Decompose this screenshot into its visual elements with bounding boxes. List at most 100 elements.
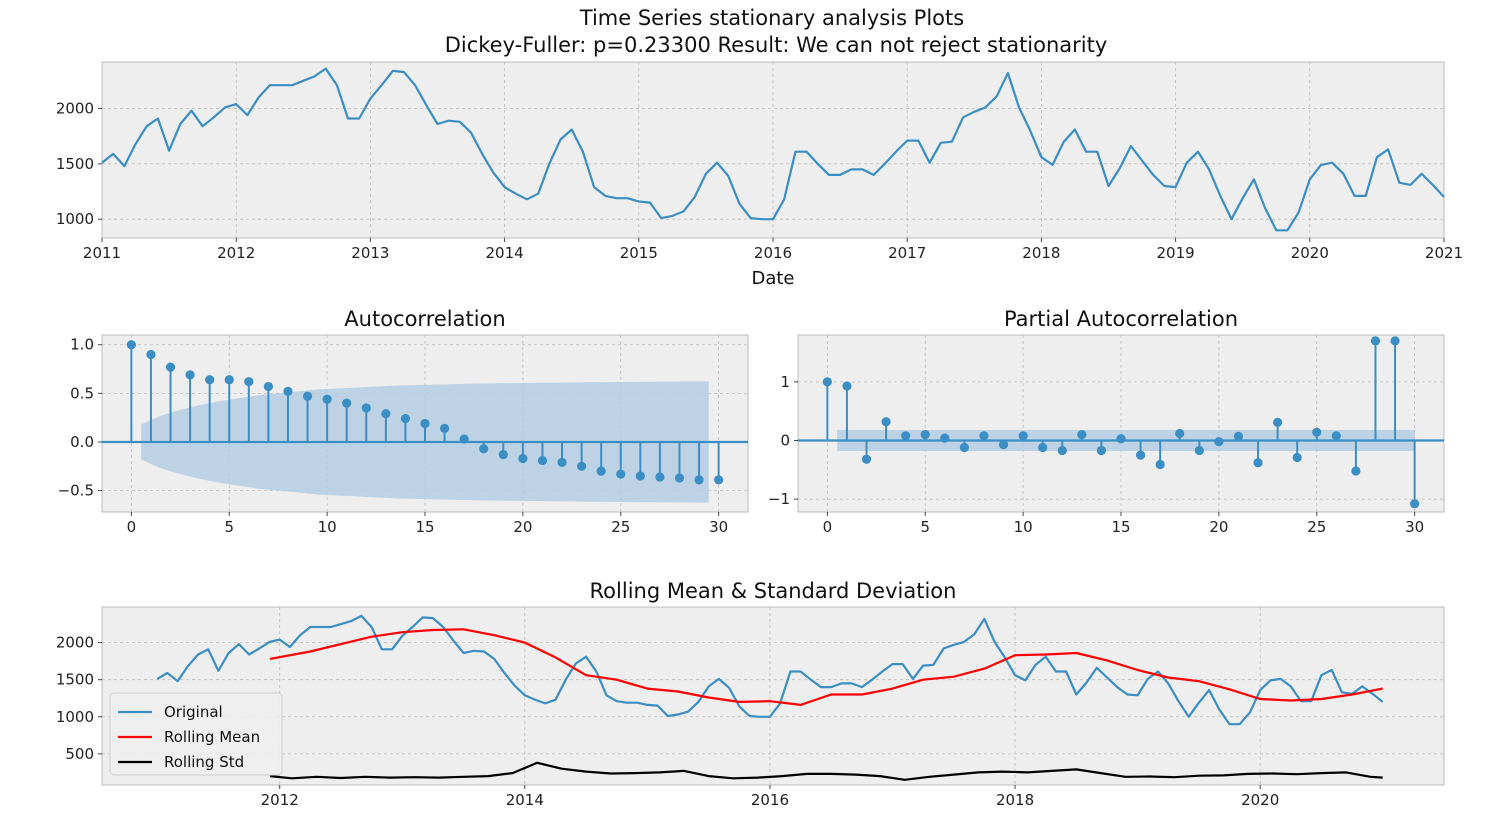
pacf-marker xyxy=(1096,445,1107,456)
pacf-marker xyxy=(901,431,911,441)
pacf-marker xyxy=(1331,431,1341,441)
pacf-marker xyxy=(1155,459,1165,470)
timeseries-ytick-label: 2000 xyxy=(56,99,94,117)
timeseries-ytick-label: 1000 xyxy=(56,210,94,228)
pacf-xtick-label: 25 xyxy=(1307,518,1326,536)
pacf-marker xyxy=(881,417,891,427)
acf-marker xyxy=(714,475,724,485)
rolling-ytick-label: 1500 xyxy=(56,671,94,689)
pacf-marker xyxy=(1057,445,1067,456)
acf-marker xyxy=(439,423,450,433)
pacf-marker xyxy=(979,431,989,441)
acf-xtick-label: 15 xyxy=(415,518,434,536)
rolling-legend: Original Rolling Mean Rolling Std xyxy=(109,692,283,776)
rolling-ytick-label: 500 xyxy=(65,745,94,763)
acf-marker xyxy=(205,375,215,385)
pacf-background xyxy=(797,334,1445,513)
rolling-legend-box xyxy=(109,692,283,776)
acf-marker xyxy=(263,381,273,392)
rolling-mean-line xyxy=(269,628,1383,707)
pacf-marker xyxy=(959,442,969,453)
timeseries-chart: 2011 2012 2013 2014 2015 2016 2017 2018 2019 2020… xyxy=(56,61,1463,289)
rolling-ytick-label: 2000 xyxy=(56,634,94,652)
pacf-xtick-label: 20 xyxy=(1209,518,1228,536)
acf-marker xyxy=(557,457,567,468)
pacf-marker xyxy=(1370,336,1381,346)
pacf-xtick-label: 10 xyxy=(1014,518,1033,536)
acf-marker xyxy=(577,461,587,471)
acf-xtick-label: 5 xyxy=(224,518,234,536)
acf-marker xyxy=(302,391,313,401)
rolling-xtick-label: 2020 xyxy=(1241,791,1279,809)
legend-mean-label: Rolling Mean xyxy=(164,728,260,746)
pacf-ytick-label: 0 xyxy=(780,431,790,449)
pacf-marker xyxy=(1410,499,1420,509)
figure-subtitle: Dickey-Fuller: p=0.23300 Result: We can … xyxy=(445,33,1108,57)
timeseries-grid xyxy=(98,62,1445,242)
acf-marker xyxy=(635,471,645,481)
acf-marker xyxy=(694,475,704,485)
acf-marker xyxy=(185,370,195,380)
rolling-xtick-label: 2018 xyxy=(996,791,1034,809)
pacf-marker xyxy=(1038,442,1048,453)
rolling-background xyxy=(101,606,1445,786)
acf-xtick-label: 10 xyxy=(318,518,337,536)
acf-ytick-label: 0.0 xyxy=(70,433,94,451)
rolling-original-line xyxy=(156,614,1384,726)
acf-marker xyxy=(420,418,430,429)
pacf-marker xyxy=(861,454,872,464)
acf-ytick-label: −0.5 xyxy=(58,482,94,500)
acf-marker xyxy=(674,473,685,483)
acf-marker xyxy=(518,453,528,464)
pacf-marker xyxy=(920,430,930,440)
pacf-marker xyxy=(1135,450,1146,460)
timeseries-xtick-label: 2016 xyxy=(754,244,792,262)
rolling-chart: 2012 2014 2016 2018 2020 500 1000 1500 2000 Rolli… xyxy=(56,579,1445,809)
acf-marker xyxy=(596,466,606,476)
pacf-xtick-label: 30 xyxy=(1405,518,1424,536)
timeseries-xtick-label: 2019 xyxy=(1157,244,1195,262)
acf-marker xyxy=(283,386,293,397)
pacf-marker xyxy=(1390,336,1400,346)
acf-chart: 0 5 10 15 20 25 30 −0.5 0.0 0.5 1.0 Autocorrelation xyxy=(58,307,749,536)
timeseries-xtick-label: 2018 xyxy=(1022,244,1060,262)
acf-marker xyxy=(498,450,508,460)
legend-std-label: Rolling Std xyxy=(164,753,244,771)
timeseries-xtick-label: 2013 xyxy=(351,244,389,262)
pacf-marker xyxy=(1194,445,1204,456)
rolling-title: Rolling Mean & Standard Deviation xyxy=(590,579,957,603)
pacf-marker xyxy=(1273,417,1283,427)
pacf-marker xyxy=(1312,427,1322,437)
pacf-marker xyxy=(998,439,1009,450)
acf-marker xyxy=(459,434,469,444)
pacf-title: Partial Autocorrelation xyxy=(1004,307,1238,331)
timeseries-xtick-label: 2017 xyxy=(888,244,926,262)
acf-marker xyxy=(655,472,665,482)
acf-marker xyxy=(342,398,352,408)
rolling-xtick-label: 2012 xyxy=(261,791,299,809)
acf-marker xyxy=(537,455,548,466)
timeseries-line xyxy=(101,67,1445,232)
acf-xtick-label: 20 xyxy=(513,518,532,536)
acf-ytick-label: 0.5 xyxy=(70,384,94,402)
timeseries-xtick-label: 2012 xyxy=(217,244,255,262)
acf-marker xyxy=(224,375,234,385)
pacf-marker xyxy=(1214,437,1224,447)
acf-xtick-label: 30 xyxy=(709,518,728,536)
rolling-xtick-label: 2014 xyxy=(506,791,544,809)
rolling-std-line xyxy=(269,761,1383,781)
acf-xtick-label: 25 xyxy=(611,518,630,536)
timeseries-xtick-label: 2014 xyxy=(486,244,524,262)
acf-marker xyxy=(479,444,489,454)
pacf-marker xyxy=(940,433,950,443)
acf-marker xyxy=(616,469,626,479)
timeseries-xtick-label: 2011 xyxy=(83,244,121,262)
figure-title: Time Series stationary analysis Plots xyxy=(579,6,964,30)
acf-marker xyxy=(361,403,371,413)
acf-marker xyxy=(165,362,176,372)
rolling-ytick-label: 1000 xyxy=(56,708,94,726)
acf-marker xyxy=(381,409,391,419)
pacf-marker xyxy=(1292,452,1302,463)
acf-xtick-label: 0 xyxy=(127,518,137,536)
